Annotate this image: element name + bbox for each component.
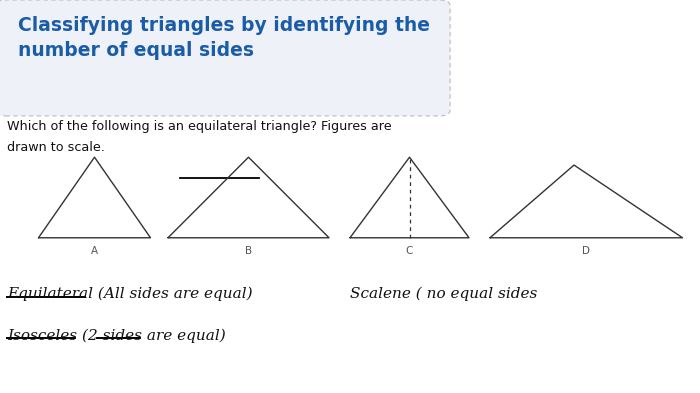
Text: D: D xyxy=(582,246,590,255)
Text: Isosceles (2 sides are equal): Isosceles (2 sides are equal) xyxy=(7,328,225,343)
Text: drawn to scale.: drawn to scale. xyxy=(7,141,105,154)
Text: Equilateral (All sides are equal): Equilateral (All sides are equal) xyxy=(7,287,253,301)
Text: Classifying triangles by identifying the
number of equal sides: Classifying triangles by identifying the… xyxy=(18,16,430,61)
Text: A: A xyxy=(91,246,98,255)
Text: Scalene ( no equal sides: Scalene ( no equal sides xyxy=(350,287,538,301)
Text: C: C xyxy=(406,246,413,255)
FancyBboxPatch shape xyxy=(0,0,450,116)
Text: B: B xyxy=(245,246,252,255)
Text: Which of the following is an equilateral triangle? Figures are: Which of the following is an equilateral… xyxy=(7,120,391,133)
